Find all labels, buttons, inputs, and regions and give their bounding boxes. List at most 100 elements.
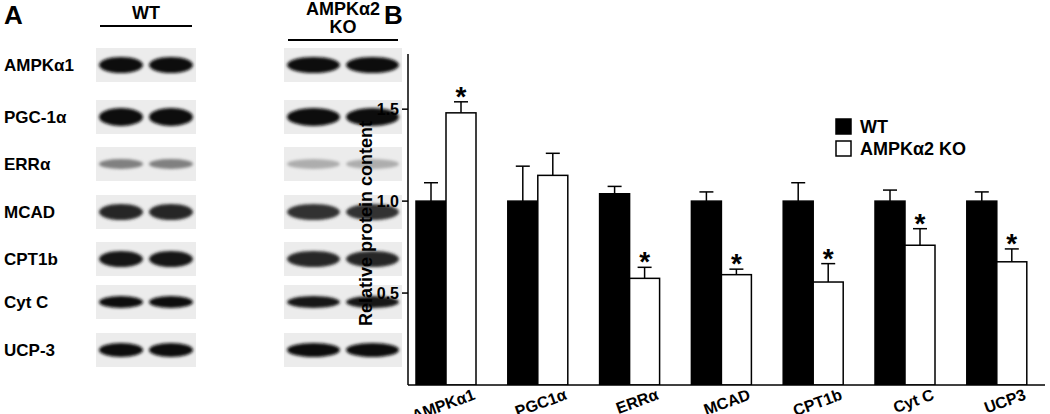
bar	[997, 262, 1027, 385]
bar	[905, 245, 935, 385]
blot-strip	[284, 100, 402, 134]
x-axis	[408, 384, 1045, 386]
legend-label: AMPKα2 KO	[860, 139, 966, 159]
error-stem	[706, 192, 708, 201]
blot-row-label: UCP-3	[4, 341, 55, 360]
y-tick	[402, 292, 408, 294]
x-tick-label: PGC1α	[513, 386, 569, 414]
error-bar	[516, 166, 530, 201]
legend-label: WT	[860, 117, 888, 137]
y-tick-label: 0.5	[377, 285, 399, 302]
y-axis	[407, 54, 409, 385]
figure: AWTAMPKα2KOAMPKα1PGC-1αERRαMCADCPT1bCyt …	[0, 0, 1050, 414]
error-bar	[608, 186, 622, 193]
error-cap	[975, 191, 989, 193]
blot-band	[287, 343, 340, 357]
error-stem	[552, 153, 554, 175]
blot-strip	[96, 147, 196, 181]
blot-band	[99, 204, 143, 220]
blot-band	[149, 108, 193, 126]
blot-row-label: CPT1b	[4, 250, 58, 269]
error-cap	[516, 165, 530, 167]
blot-group-underline	[288, 39, 398, 41]
blot-strip	[284, 333, 402, 367]
error-stem	[797, 183, 799, 201]
blot-band	[287, 57, 340, 73]
error-stem	[889, 190, 891, 201]
y-tick	[402, 200, 408, 202]
error-bar	[424, 183, 438, 201]
blot-strip	[96, 100, 196, 134]
error-stem	[430, 183, 432, 201]
blot-strip	[96, 242, 196, 276]
bar	[600, 194, 630, 385]
y-tick	[402, 108, 408, 110]
panel-label: B	[384, 0, 403, 30]
blot-group-label: KO	[330, 17, 357, 37]
blot-strip	[284, 147, 402, 181]
x-tick-label: ERRα	[614, 386, 661, 414]
significance: *	[915, 208, 926, 239]
blot-strip	[96, 48, 196, 82]
blot-band	[149, 251, 193, 267]
significance: *	[1006, 228, 1017, 259]
error-stem	[981, 192, 983, 201]
error-bar	[699, 192, 713, 201]
blot-strip	[96, 333, 196, 367]
bar	[691, 201, 721, 385]
legend-swatch	[836, 141, 851, 156]
error-stem	[614, 186, 616, 193]
bar	[446, 113, 476, 385]
blot-row-label: ERRα	[4, 155, 51, 174]
bar	[967, 201, 997, 385]
error-cap	[883, 189, 897, 191]
blot-group-label: WT	[132, 3, 160, 23]
blot-band	[149, 296, 193, 308]
error-cap	[546, 153, 560, 155]
error-stem	[522, 166, 524, 201]
y-axis-title: Relative protein content	[356, 121, 376, 326]
bar	[875, 201, 905, 385]
significance: *	[639, 246, 650, 277]
bar	[416, 201, 446, 385]
blot-band	[99, 159, 143, 169]
significance: *	[731, 248, 742, 279]
blot-strip	[96, 285, 196, 319]
blot-band	[287, 159, 340, 169]
blot-band	[99, 108, 143, 126]
significance: *	[456, 81, 467, 112]
blot-band	[149, 343, 193, 357]
blot-band	[346, 57, 399, 73]
blot-group-underline	[100, 25, 192, 27]
blot-row-label: MCAD	[4, 203, 55, 222]
blot-row-label: PGC-1α	[4, 108, 67, 127]
blot-band	[149, 57, 193, 73]
significance: *	[823, 243, 834, 274]
blot-band	[287, 251, 340, 267]
x-tick-label: AMPKα1	[409, 386, 477, 414]
bar	[508, 201, 538, 385]
blot-strip	[284, 285, 402, 319]
blot-band	[99, 296, 143, 308]
blot-band	[346, 343, 399, 357]
bar	[721, 275, 751, 385]
error-bar	[791, 183, 805, 201]
blot-band	[287, 108, 340, 126]
error-cap	[608, 186, 622, 188]
x-tick-label: CPT1b	[791, 386, 845, 414]
x-tick-label: UCP3	[982, 386, 1028, 414]
blot-strip	[96, 195, 196, 229]
error-bar	[883, 190, 897, 201]
panel-label: A	[4, 0, 23, 30]
error-bar	[975, 192, 989, 201]
blot-band	[99, 251, 143, 267]
error-cap	[424, 182, 438, 184]
legend-swatch	[836, 119, 851, 134]
bar	[813, 282, 843, 385]
blot-row-label: AMPKα1	[4, 56, 74, 75]
blot-band	[149, 204, 193, 220]
blot-band	[99, 57, 143, 73]
blot-strip	[284, 242, 402, 276]
y-tick-label: 1.0	[377, 193, 399, 210]
error-bar	[546, 153, 560, 175]
